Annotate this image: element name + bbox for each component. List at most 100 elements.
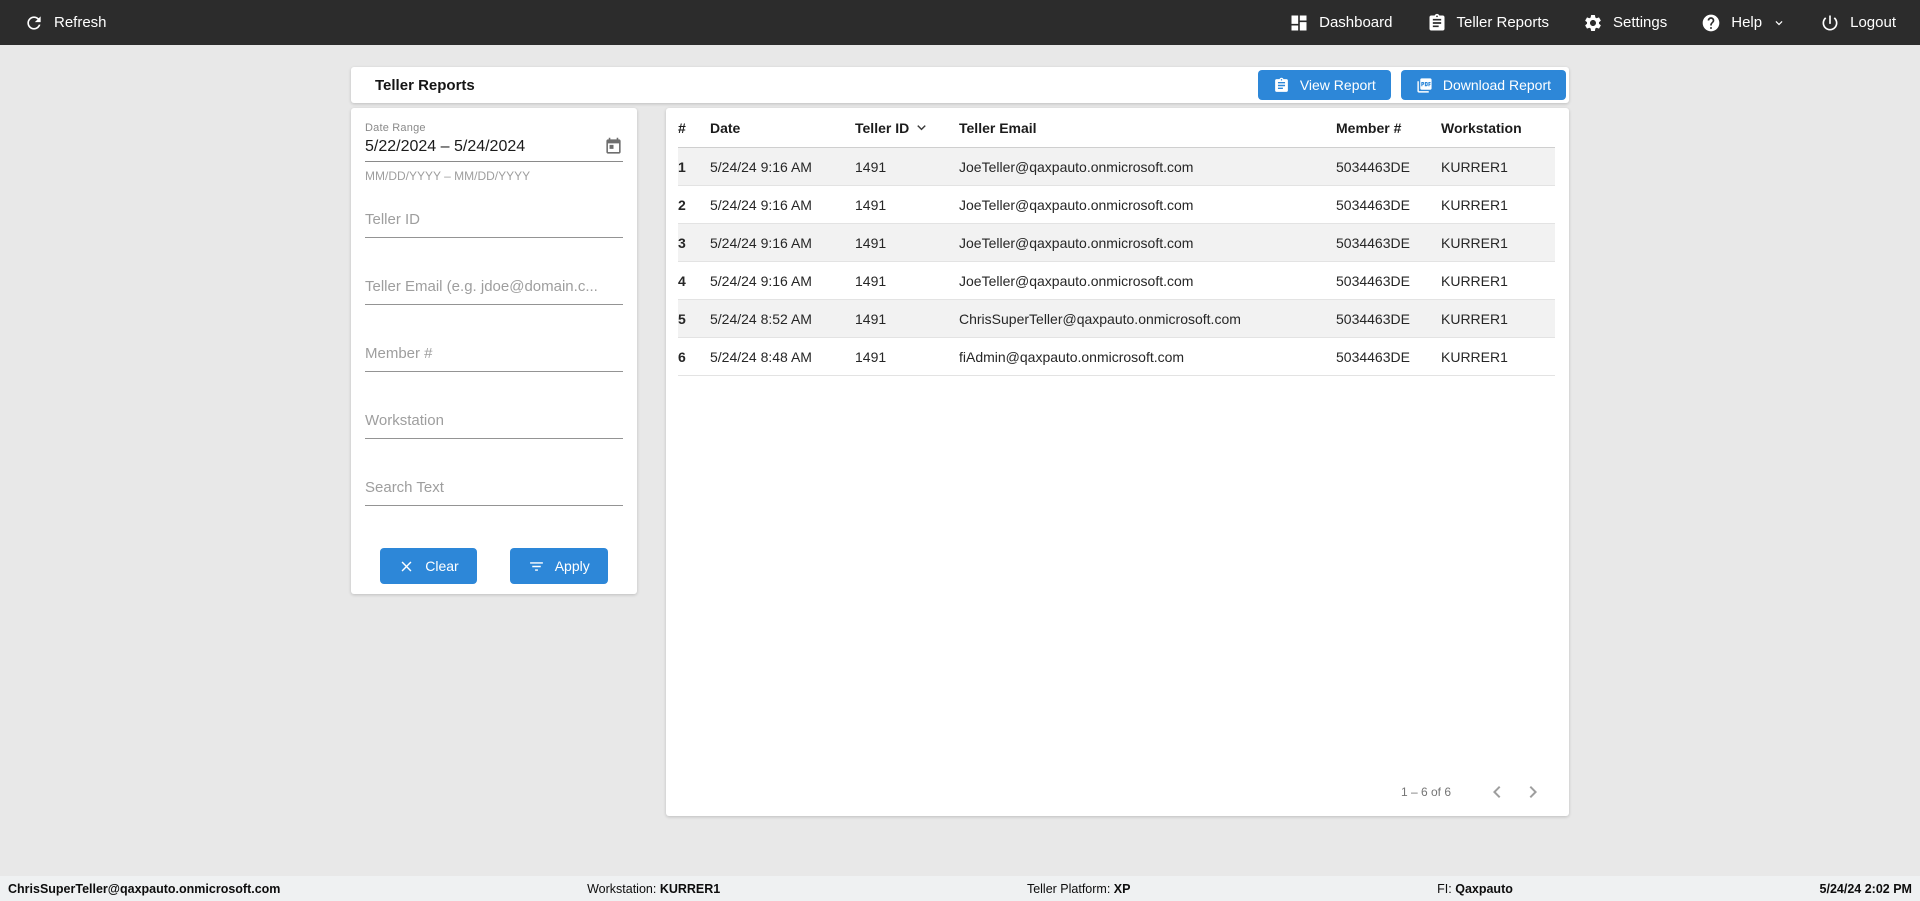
pagination: 1 – 6 of 6 — [678, 780, 1555, 804]
cell-date: 5/24/24 8:48 AM — [710, 348, 812, 365]
column-header-num: # — [678, 119, 686, 136]
nav-label-help: Help — [1731, 14, 1763, 31]
cell-date: 5/24/24 9:16 AM — [710, 196, 812, 213]
view-report-label: View Report — [1299, 77, 1376, 93]
refresh-label: Refresh — [54, 14, 107, 31]
cell-workstation: KURRER1 — [1441, 348, 1508, 365]
table-row[interactable]: 1 5/24/24 9:16 AM 1491 JoeTeller@qaxpaut… — [678, 148, 1555, 186]
teller-email-input[interactable] — [365, 275, 623, 305]
calendar-icon[interactable] — [604, 137, 623, 156]
table-row[interactable]: 4 5/24/24 9:16 AM 1491 JoeTeller@qaxpaut… — [678, 262, 1555, 300]
cell-date: 5/24/24 9:16 AM — [710, 158, 812, 175]
cell-num: 1 — [678, 158, 686, 175]
table-body: 1 5/24/24 9:16 AM 1491 JoeTeller@qaxpaut… — [678, 148, 1555, 376]
cell-teller-email: JoeTeller@qaxpauto.onmicrosoft.com — [959, 272, 1194, 289]
date-range-field[interactable]: 5/22/2024 – 5/24/2024 — [365, 134, 623, 162]
table-header-row: # Date Teller ID Teller Email Member # W… — [678, 108, 1555, 148]
download-report-label: Download Report — [1442, 77, 1551, 93]
close-icon — [398, 558, 415, 575]
chevron-right-icon — [1521, 780, 1545, 804]
cell-num: 3 — [678, 234, 686, 251]
cell-teller-id: 1491 — [855, 348, 887, 365]
status-datetime: 5/24/24 2:02 PM — [1819, 881, 1912, 896]
filter-icon — [528, 558, 545, 575]
cell-date: 5/24/24 9:16 AM — [710, 272, 812, 289]
clear-button[interactable]: Clear — [380, 548, 477, 584]
status-user-email: ChrisSuperTeller@qaxpauto.onmicrosoft.co… — [8, 881, 281, 896]
filter-panel: Date Range 5/22/2024 – 5/24/2024 MM/DD/Y… — [351, 108, 637, 594]
cell-member: 5034463DE — [1336, 310, 1410, 327]
cell-member: 5034463DE — [1336, 196, 1410, 213]
clear-label: Clear — [425, 558, 459, 574]
page-header-card: Teller Reports View Report Download Repo… — [351, 67, 1569, 103]
report-table-card: # Date Teller ID Teller Email Member # W… — [666, 108, 1569, 816]
cell-workstation: KURRER1 — [1441, 158, 1508, 175]
nav-label-dashboard: Dashboard — [1319, 14, 1393, 31]
apply-button[interactable]: Apply — [509, 548, 608, 584]
pdf-icon — [1416, 77, 1433, 94]
next-page-button[interactable] — [1521, 780, 1545, 804]
apply-label: Apply — [554, 558, 590, 574]
cell-member: 5034463DE — [1336, 234, 1410, 251]
date-format-hint: MM/DD/YYYY – MM/DD/YYYY — [365, 169, 531, 183]
workstation-input[interactable] — [365, 409, 623, 439]
cell-member: 5034463DE — [1336, 158, 1410, 175]
status-workstation: Workstation: KURRER1 — [587, 881, 721, 896]
cell-teller-id: 1491 — [855, 272, 887, 289]
column-header-teller-id[interactable]: Teller ID — [855, 119, 959, 136]
nav-item-teller-reports[interactable]: Teller Reports — [1427, 13, 1549, 33]
cell-teller-email: ChrisSuperTeller@qaxpauto.onmicrosoft.co… — [959, 310, 1241, 327]
clipboard-icon — [1273, 77, 1290, 94]
cell-teller-id: 1491 — [855, 310, 887, 327]
main-area: Teller Reports View Report Download Repo… — [0, 45, 1920, 876]
cell-teller-id: 1491 — [855, 234, 887, 251]
top-nav-bar: Refresh Dashboard Teller Reports Setting… — [0, 0, 1920, 45]
view-report-button[interactable]: View Report — [1257, 70, 1391, 100]
cell-num: 6 — [678, 348, 686, 365]
date-range-label: Date Range — [365, 122, 426, 134]
help-icon — [1701, 13, 1721, 33]
refresh-button[interactable]: Refresh — [24, 13, 107, 33]
nav-item-help[interactable]: Help — [1701, 13, 1786, 33]
dashboard-icon — [1289, 13, 1309, 33]
clipboard-icon — [1427, 13, 1447, 33]
date-range-value: 5/22/2024 – 5/24/2024 — [365, 137, 526, 155]
member-number-input[interactable] — [365, 342, 623, 372]
status-bar: ChrisSuperTeller@qaxpauto.onmicrosoft.co… — [0, 876, 1920, 901]
table-row[interactable]: 3 5/24/24 9:16 AM 1491 JoeTeller@qaxpaut… — [678, 224, 1555, 262]
search-text-input[interactable] — [365, 476, 623, 506]
column-header-workstation[interactable]: Workstation — [1441, 119, 1522, 136]
table-row[interactable]: 6 5/24/24 8:48 AM 1491 fiAdmin@qaxpauto.… — [678, 338, 1555, 376]
chevron-left-icon — [1485, 780, 1509, 804]
chevron-down-icon — [1772, 16, 1786, 30]
sort-arrow-down-icon — [909, 119, 930, 136]
table-row[interactable]: 5 5/24/24 8:52 AM 1491 ChrisSuperTeller@… — [678, 300, 1555, 338]
cell-workstation: KURRER1 — [1441, 234, 1508, 251]
nav-item-settings[interactable]: Settings — [1583, 13, 1667, 33]
column-header-member[interactable]: Member # — [1336, 119, 1402, 136]
cell-teller-email: JoeTeller@qaxpauto.onmicrosoft.com — [959, 158, 1194, 175]
column-header-teller-email[interactable]: Teller Email — [959, 119, 1037, 136]
previous-page-button[interactable] — [1485, 780, 1509, 804]
cell-workstation: KURRER1 — [1441, 196, 1508, 213]
pagination-range-label: 1 – 6 of 6 — [1400, 785, 1451, 799]
teller-id-input[interactable] — [365, 208, 623, 238]
download-report-button[interactable]: Download Report — [1400, 70, 1566, 100]
cell-num: 5 — [678, 310, 686, 327]
page-title: Teller Reports — [375, 76, 475, 94]
column-header-date[interactable]: Date — [710, 119, 741, 136]
gear-icon — [1583, 13, 1603, 33]
cell-teller-id: 1491 — [855, 158, 887, 175]
cell-num: 4 — [678, 272, 686, 289]
cell-num: 2 — [678, 196, 686, 213]
cell-teller-id: 1491 — [855, 196, 887, 213]
status-fi: FI: Qaxpauto — [1437, 881, 1513, 896]
cell-workstation: KURRER1 — [1441, 310, 1508, 327]
nav-item-dashboard[interactable]: Dashboard — [1289, 13, 1393, 33]
nav-item-logout[interactable]: Logout — [1820, 13, 1896, 33]
cell-date: 5/24/24 8:52 AM — [710, 310, 812, 327]
table-row[interactable]: 2 5/24/24 9:16 AM 1491 JoeTeller@qaxpaut… — [678, 186, 1555, 224]
cell-workstation: KURRER1 — [1441, 272, 1508, 289]
cell-date: 5/24/24 9:16 AM — [710, 234, 812, 251]
refresh-icon — [24, 13, 44, 33]
